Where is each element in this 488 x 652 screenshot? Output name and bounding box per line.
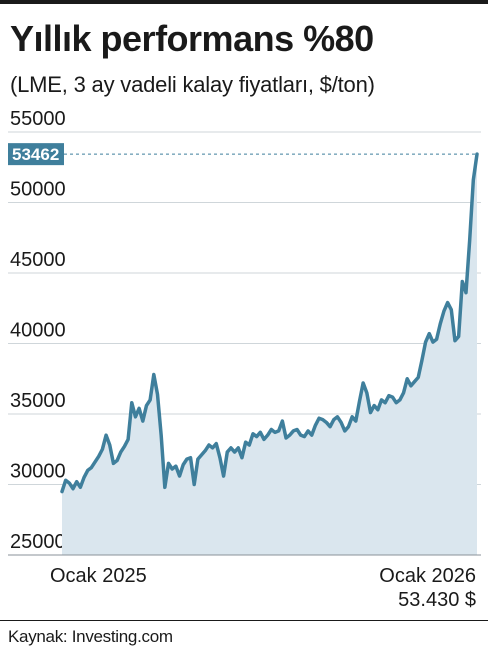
y-tick-label: 40000 xyxy=(10,320,66,342)
x-tick-label-end: Ocak 2026 xyxy=(379,565,476,587)
chart-subtitle: (LME, 3 ay vadeli kalay fiyatları, $/ton… xyxy=(10,72,375,97)
last-value-label: 53.430 $ xyxy=(398,589,476,611)
last-value-badge xyxy=(8,143,64,166)
bottom-rule xyxy=(0,620,488,621)
y-tick-label: 45000 xyxy=(10,249,66,271)
x-tick-label-start: Ocak 2025 xyxy=(50,565,147,587)
y-tick-label: 35000 xyxy=(10,390,66,412)
last-value-badge-text: 53462 xyxy=(12,145,59,164)
series-line xyxy=(60,152,479,494)
chart-area: 55000 50000 45000 40000 35000 30000 25000 53462… xyxy=(8,108,481,611)
area-fill xyxy=(62,154,477,555)
chart-title: Yıllık performans %80 xyxy=(10,18,374,59)
y-tick-label: 25000 xyxy=(10,531,66,553)
top-rule xyxy=(0,0,488,4)
y-tick-label: 55000 xyxy=(10,108,66,130)
source-credit: Kaynak: Investing.com xyxy=(8,627,173,646)
y-tick-label: 50000 xyxy=(10,179,66,201)
y-tick-label: 30000 xyxy=(10,461,66,483)
